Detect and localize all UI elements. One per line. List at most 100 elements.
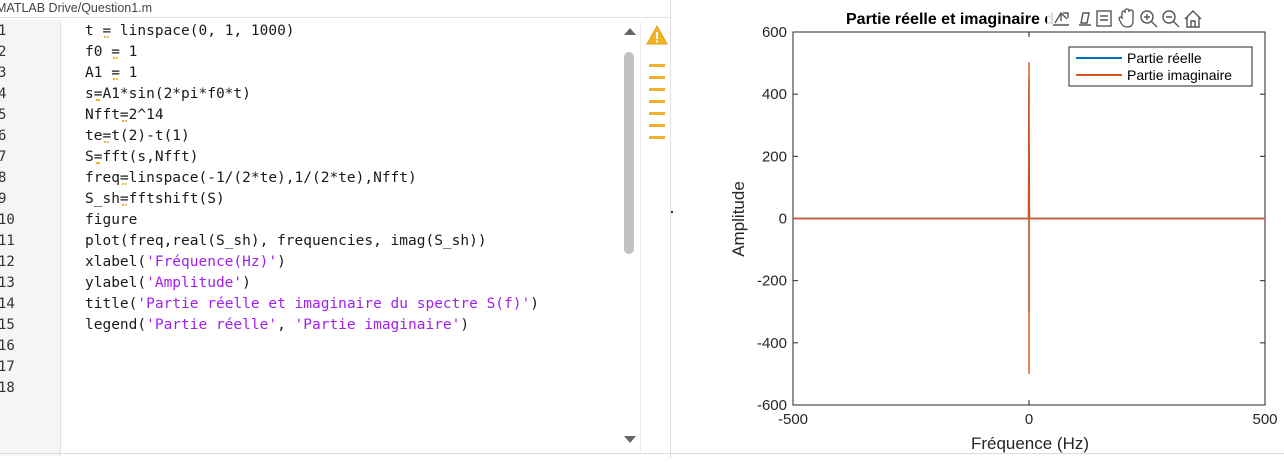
string-literal: 'Fréquence(Hz)' bbox=[146, 254, 278, 270]
zoom-in-icon[interactable] bbox=[1140, 10, 1158, 28]
line-number: 9 bbox=[0, 191, 7, 207]
code-token: , bbox=[277, 317, 295, 333]
warning-marker[interactable] bbox=[649, 136, 665, 139]
editor-panel: MATLAB Drive/Question1.m 1 2 3 4 5 6 7 8 9 10 11 12… bbox=[0, 0, 670, 458]
string-literal: 'Partie réelle et imaginaire du spectre … bbox=[137, 296, 531, 312]
warning-marker[interactable] bbox=[649, 112, 665, 115]
line-number: 15 bbox=[0, 317, 15, 333]
code-token: ) bbox=[460, 317, 470, 333]
line-number: 17 bbox=[0, 359, 15, 375]
assignment-operator: = bbox=[119, 170, 129, 186]
code-line[interactable]: freq=linspace(-1/(2*te),1/(2*te),Nfft) bbox=[85, 168, 417, 189]
divider-grip bbox=[671, 211, 673, 213]
line-number: 8 bbox=[0, 170, 7, 186]
code-token: S_sh bbox=[85, 191, 120, 207]
code-token: plot(freq,real(S_sh), frequencies, imag(… bbox=[85, 233, 487, 249]
code-line[interactable]: title('Partie réelle et imaginaire du sp… bbox=[85, 294, 539, 315]
legend[interactable]: Partie réelle Partie imaginaire bbox=[1068, 46, 1253, 87]
code-line[interactable]: legend('Partie réelle', 'Partie imaginai… bbox=[85, 315, 469, 336]
code-token: 1 bbox=[119, 65, 138, 81]
code-token: t bbox=[85, 23, 103, 39]
code-token: fft(s,Nfft) bbox=[102, 149, 199, 165]
code-token: A1*sin(2*pi*f0*t) bbox=[102, 86, 251, 102]
code-token: A1 bbox=[85, 65, 112, 81]
line-number: 10 bbox=[0, 212, 15, 228]
code-token: ) bbox=[530, 296, 539, 312]
code-token: ylabel( bbox=[85, 275, 147, 291]
chart-title: Partie réelle et imaginaire d bbox=[846, 11, 1054, 28]
assignment-operator: = bbox=[111, 44, 120, 60]
code-token: ) bbox=[277, 254, 286, 270]
series-line-imag bbox=[793, 62, 1265, 374]
warning-marker[interactable] bbox=[649, 100, 665, 103]
code-line[interactable]: A1 = 1 bbox=[85, 63, 137, 84]
code-line[interactable]: s=A1*sin(2*pi*f0*t) bbox=[85, 84, 251, 105]
code-line[interactable]: plot(freq,real(S_sh), frequencies, imag(… bbox=[85, 231, 487, 252]
code-line[interactable]: t = linspace(0, 1, 1000) bbox=[85, 21, 295, 42]
zoom-out-icon[interactable] bbox=[1162, 10, 1180, 28]
y-tick-label: 200 bbox=[762, 148, 787, 165]
scroll-down-arrow-icon[interactable] bbox=[624, 436, 636, 443]
code-line[interactable]: te=t(2)-t(1) bbox=[85, 126, 190, 147]
code-token: freq bbox=[85, 170, 120, 186]
warning-marker[interactable] bbox=[649, 124, 665, 127]
warning-marker[interactable] bbox=[649, 76, 665, 79]
line-number: 11 bbox=[0, 233, 15, 249]
panel-divider[interactable] bbox=[670, 0, 671, 458]
code-token: f0 bbox=[85, 44, 112, 60]
legend-label-real: Partie réelle bbox=[1127, 50, 1202, 66]
code-token: legend( bbox=[85, 317, 147, 333]
assignment-operator: = bbox=[93, 86, 103, 102]
string-literal: 'Partie imaginaire' bbox=[294, 317, 461, 333]
line-number: 13 bbox=[0, 275, 15, 291]
code-token: figure bbox=[85, 212, 138, 228]
code-token: Nfft bbox=[85, 107, 120, 123]
y-tick-label: 600 bbox=[762, 24, 787, 41]
warning-icon[interactable] bbox=[646, 25, 668, 45]
code-line[interactable]: xlabel('Fréquence(Hz)') bbox=[85, 252, 286, 273]
code-line[interactable]: f0 = 1 bbox=[85, 42, 137, 63]
line-number: 12 bbox=[0, 254, 15, 270]
scroll-up-arrow-icon[interactable] bbox=[624, 28, 636, 35]
line-number: 5 bbox=[0, 107, 7, 123]
code-line[interactable]: S=fft(s,Nfft) bbox=[85, 147, 199, 168]
figure-panel: -600 -400 -200 0 200 400 600 -500 0 500 Partie ré… bbox=[716, 0, 1284, 458]
code-token: title( bbox=[85, 296, 138, 312]
plot-series bbox=[793, 62, 1265, 374]
figure-toolbar bbox=[1047, 7, 1284, 31]
code-token: 1 bbox=[119, 44, 138, 60]
code-token: linspace(-1/(2*te),1/(2*te),Nfft) bbox=[128, 170, 417, 186]
warning-marker[interactable] bbox=[649, 88, 665, 91]
scrollbar-thumb[interactable] bbox=[624, 52, 634, 254]
code-token: s bbox=[85, 86, 94, 102]
home-icon[interactable] bbox=[1184, 10, 1202, 28]
code-line[interactable]: figure bbox=[85, 210, 137, 231]
code-line[interactable]: S_sh=fftshift(S) bbox=[85, 189, 225, 210]
string-literal: 'Partie réelle' bbox=[146, 317, 278, 333]
code-token: linspace(0, 1, 1000) bbox=[111, 23, 295, 39]
pan-icon[interactable] bbox=[1118, 8, 1134, 28]
code-analyzer-strip bbox=[640, 22, 671, 452]
x-tick-label: 0 bbox=[1025, 411, 1033, 428]
code-line[interactable]: ylabel('Amplitude') bbox=[85, 273, 251, 294]
assignment-operator: = bbox=[102, 128, 112, 144]
code-token: xlabel( bbox=[85, 254, 147, 270]
data-tips-icon[interactable] bbox=[1096, 10, 1112, 27]
file-path-breadcrumb[interactable]: MATLAB Drive/Question1.m bbox=[0, 1, 153, 15]
brush-icon[interactable] bbox=[1079, 12, 1091, 26]
code-line[interactable]: Nfft=2^14 bbox=[85, 105, 164, 126]
figure-canvas: -600 -400 -200 0 200 400 600 -500 0 500 Partie ré… bbox=[729, 7, 1284, 453]
y-tick-label: -600 bbox=[757, 397, 787, 414]
y-axis-label: Amplitude bbox=[729, 181, 748, 257]
export-icon[interactable] bbox=[1053, 11, 1069, 26]
line-number: 18 bbox=[0, 380, 15, 396]
code-token: 2^14 bbox=[128, 107, 164, 123]
vertical-scrollbar[interactable] bbox=[620, 22, 638, 452]
code-token: S bbox=[85, 149, 94, 165]
warning-marker[interactable] bbox=[649, 64, 665, 67]
line-number-gutter bbox=[0, 20, 61, 456]
y-tick-label: -400 bbox=[757, 335, 787, 352]
assignment-operator: = bbox=[111, 65, 120, 81]
assignment-operator: = bbox=[119, 107, 129, 123]
code-token: fftshift(S) bbox=[128, 191, 225, 207]
